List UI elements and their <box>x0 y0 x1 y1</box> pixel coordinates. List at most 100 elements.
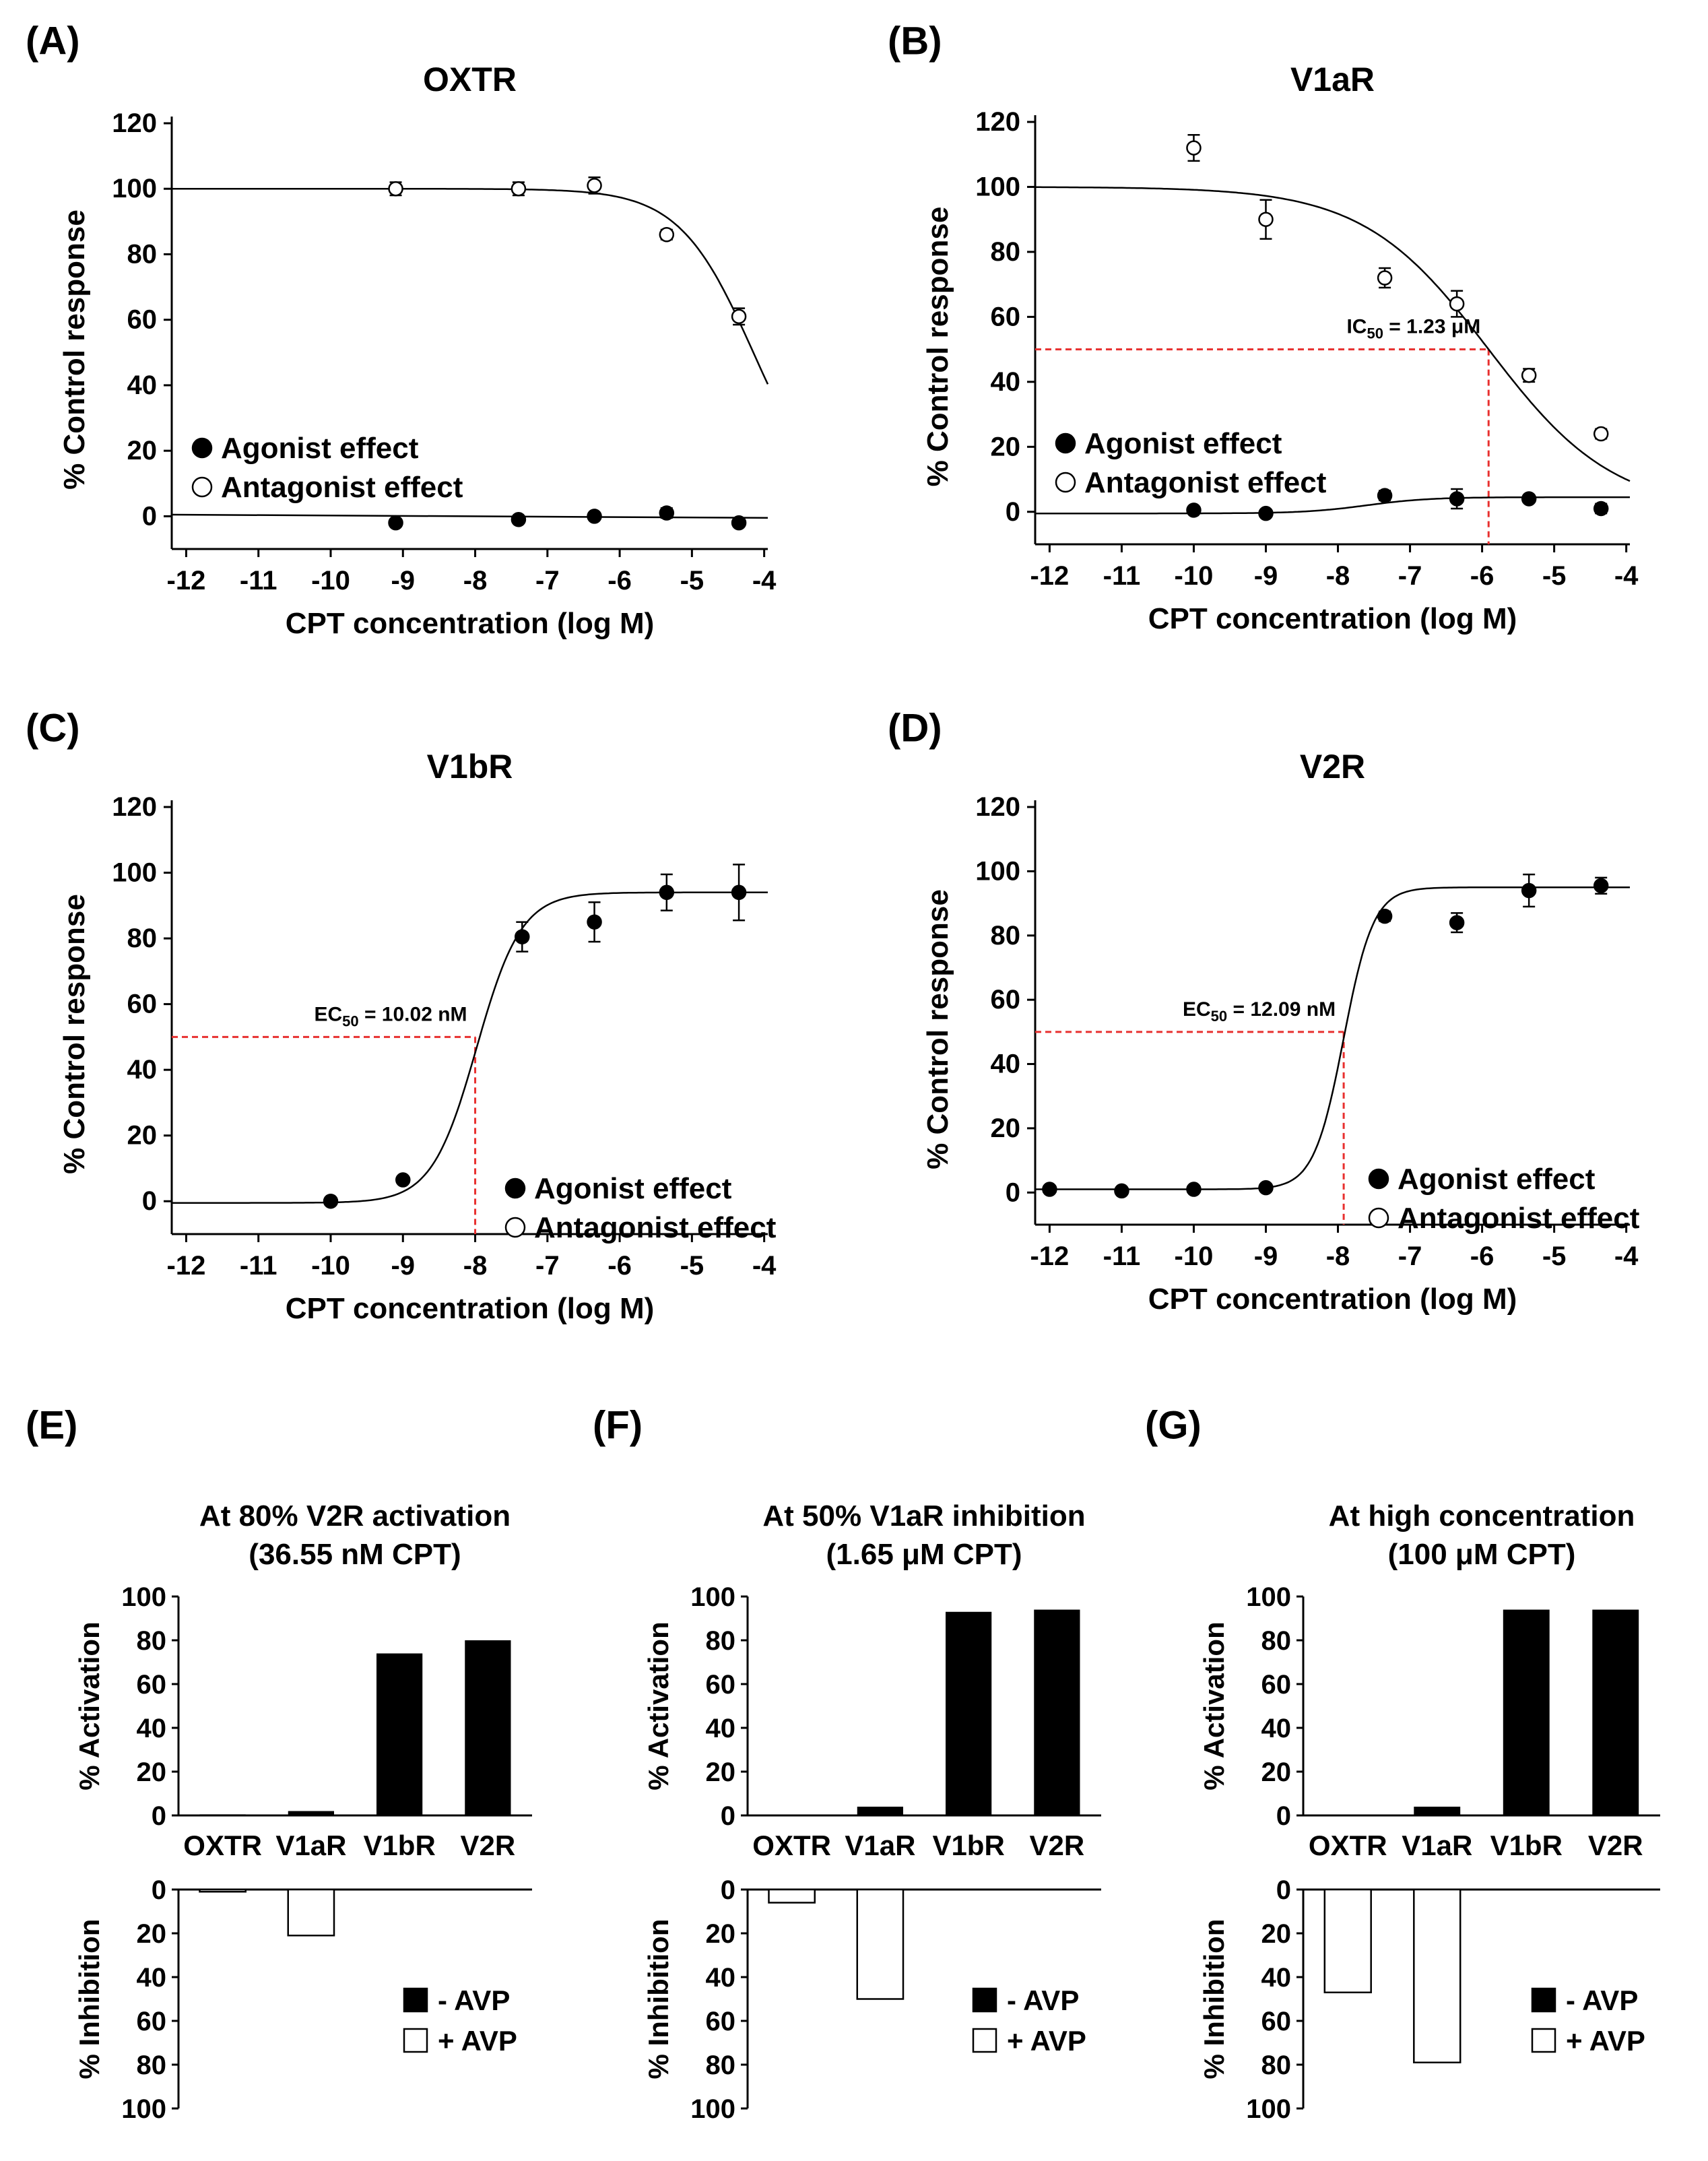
x-axis-label: CPT concentration (log M) <box>1148 1283 1517 1316</box>
y-tick-label-bottom: 0 <box>721 1875 735 1905</box>
category-label: V2R <box>461 1830 516 1861</box>
legend-label: Agonist effect <box>534 1172 732 1205</box>
panel-label: (D) <box>888 706 942 750</box>
agonist-data-point <box>1449 915 1465 930</box>
chart-title-line2: (1.65 μM CPT) <box>826 1538 1022 1571</box>
y-axis-label: % Control response <box>58 209 91 490</box>
x-tick-label: -10 <box>311 566 350 595</box>
agonist-data-point <box>395 1172 411 1188</box>
x-tick-label: -10 <box>311 1251 350 1281</box>
x-tick-label: -11 <box>1103 561 1141 591</box>
x-axis-label: CPT concentration (log M) <box>1148 602 1517 635</box>
y-tick-label: 0 <box>1006 1178 1020 1207</box>
legend-marker <box>504 1217 526 1238</box>
bar-minus-avp <box>1414 1807 1461 1815</box>
panel-label: (A) <box>26 19 80 63</box>
y-axis-label: % Control response <box>921 207 954 487</box>
chart-title-line1: At 80% V2R activation <box>199 1499 511 1533</box>
bar-plus-avp <box>1413 1888 1461 2063</box>
y-tick-label-top: 20 <box>1261 1757 1292 1787</box>
y-tick-label: 120 <box>112 108 157 138</box>
agonist-data-point <box>1377 488 1393 503</box>
y-tick-label-bottom: 60 <box>137 2007 167 2036</box>
legend-swatch <box>1531 2028 1556 2053</box>
legend-marker <box>1368 1207 1389 1229</box>
bar-panel-f: (F) At 50% V1aR inhibition (1.65 μM CPT) 0 0… <box>593 1403 1101 2124</box>
x-tick-label: -8 <box>1326 561 1350 591</box>
category-label: OXTR <box>183 1830 262 1861</box>
antagonist-data-point <box>1258 212 1274 227</box>
y-tick-label-bottom: 40 <box>1261 1963 1292 1993</box>
y-tick-label-bottom: 20 <box>1261 1919 1292 1949</box>
legend-label: Antagonist effect <box>221 471 463 504</box>
x-tick-label: -9 <box>391 1251 415 1281</box>
category-label: V1bR <box>1490 1830 1563 1861</box>
agonist-data-point <box>1042 1182 1057 1197</box>
x-tick-label: -12 <box>167 1251 206 1281</box>
y-tick-label-top: 80 <box>137 1626 167 1656</box>
agonist-data-point <box>731 515 747 531</box>
x-tick-label: -4 <box>1614 561 1639 591</box>
legend-marker <box>504 1178 526 1199</box>
x-tick-label: -10 <box>1175 1241 1214 1271</box>
bar-plus-avp <box>287 1888 335 1937</box>
agonist-data-point <box>1186 1182 1202 1197</box>
legend-marker <box>191 476 213 498</box>
bar-panel-g: (G) At high concentration (100 μM CPT) 0 0 20… <box>1145 1403 1660 2124</box>
fit-curve-antagonist <box>172 187 769 385</box>
y-axis-label-bottom: % Inhibition <box>1198 1919 1230 2079</box>
chart-title: V1aR <box>1290 61 1375 98</box>
y-tick-label-top: 100 <box>121 1582 166 1612</box>
legend-label: Antagonist effect <box>1084 466 1327 499</box>
scatter-panel-v1ar: (B) V1aR 0 20 40 60 80 100 120 -12 -11 -10 -9 -8 -7 -6 -… <box>888 19 1639 635</box>
y-tick-label: 40 <box>127 1055 158 1085</box>
legend-swatch <box>403 1987 428 2013</box>
y-tick-label-bottom: 60 <box>706 2007 736 2036</box>
y-axis-label-top: % Activation <box>73 1621 105 1790</box>
annotation-label: IC50 = 1.23 μM <box>1346 316 1480 342</box>
y-tick-label: 40 <box>991 1050 1021 1079</box>
x-tick-label: -6 <box>1470 1241 1494 1271</box>
y-tick-label-bottom: 80 <box>1261 2051 1292 2080</box>
legend-label: + AVP <box>438 2025 517 2057</box>
antagonist-data-point <box>1521 367 1537 383</box>
y-tick-label: 20 <box>127 436 158 465</box>
x-tick-label: -11 <box>240 566 277 595</box>
y-axis-label: % Control response <box>921 889 954 1169</box>
y-tick-label: 80 <box>127 924 158 953</box>
legend-marker <box>1055 472 1076 493</box>
bar-plus-avp <box>199 1888 247 1893</box>
y-tick-label: 20 <box>127 1121 158 1151</box>
agonist-data-point <box>587 914 602 930</box>
x-tick-label: -4 <box>1614 1241 1639 1271</box>
scatter-panel-oxtr: (A) OXTR 0 20 40 60 80 100 120 -12 -11 -10 -9 -8 -7 -6 -… <box>26 19 777 640</box>
bar-minus-avp <box>376 1653 423 1815</box>
x-tick-label: -6 <box>607 566 632 595</box>
agonist-data-point <box>1258 1180 1274 1196</box>
x-tick-label: -5 <box>1542 1241 1567 1271</box>
x-tick-label: -12 <box>1030 1241 1069 1271</box>
y-axis-label-top: % Activation <box>1198 1621 1230 1790</box>
y-tick-label: 60 <box>991 302 1021 331</box>
agonist-data-point <box>1593 501 1609 517</box>
agonist-data-point <box>1186 503 1202 518</box>
category-label: OXTR <box>1309 1830 1387 1861</box>
category-label: V1aR <box>1402 1830 1472 1861</box>
x-tick-label: -8 <box>463 1251 488 1281</box>
x-tick-label: -4 <box>752 1251 777 1281</box>
y-tick-label: 60 <box>127 305 158 335</box>
bar-minus-avp <box>465 1640 511 1815</box>
x-tick-label: -6 <box>607 1251 632 1281</box>
fit-curve-agonist <box>1035 886 1630 1190</box>
bar-plus-avp <box>768 1888 816 1904</box>
agonist-data-point <box>511 511 527 527</box>
y-tick-label: 0 <box>142 501 157 531</box>
antagonist-data-point <box>659 227 675 243</box>
legend-label: + AVP <box>1007 2025 1086 2057</box>
y-tick-label: 40 <box>127 370 158 400</box>
x-tick-label: -7 <box>1398 561 1422 591</box>
y-tick-label: 20 <box>991 1114 1021 1143</box>
y-tick-label: 80 <box>991 237 1021 267</box>
y-tick-label-bottom: 20 <box>706 1919 736 1949</box>
agonist-data-point <box>1521 491 1537 507</box>
